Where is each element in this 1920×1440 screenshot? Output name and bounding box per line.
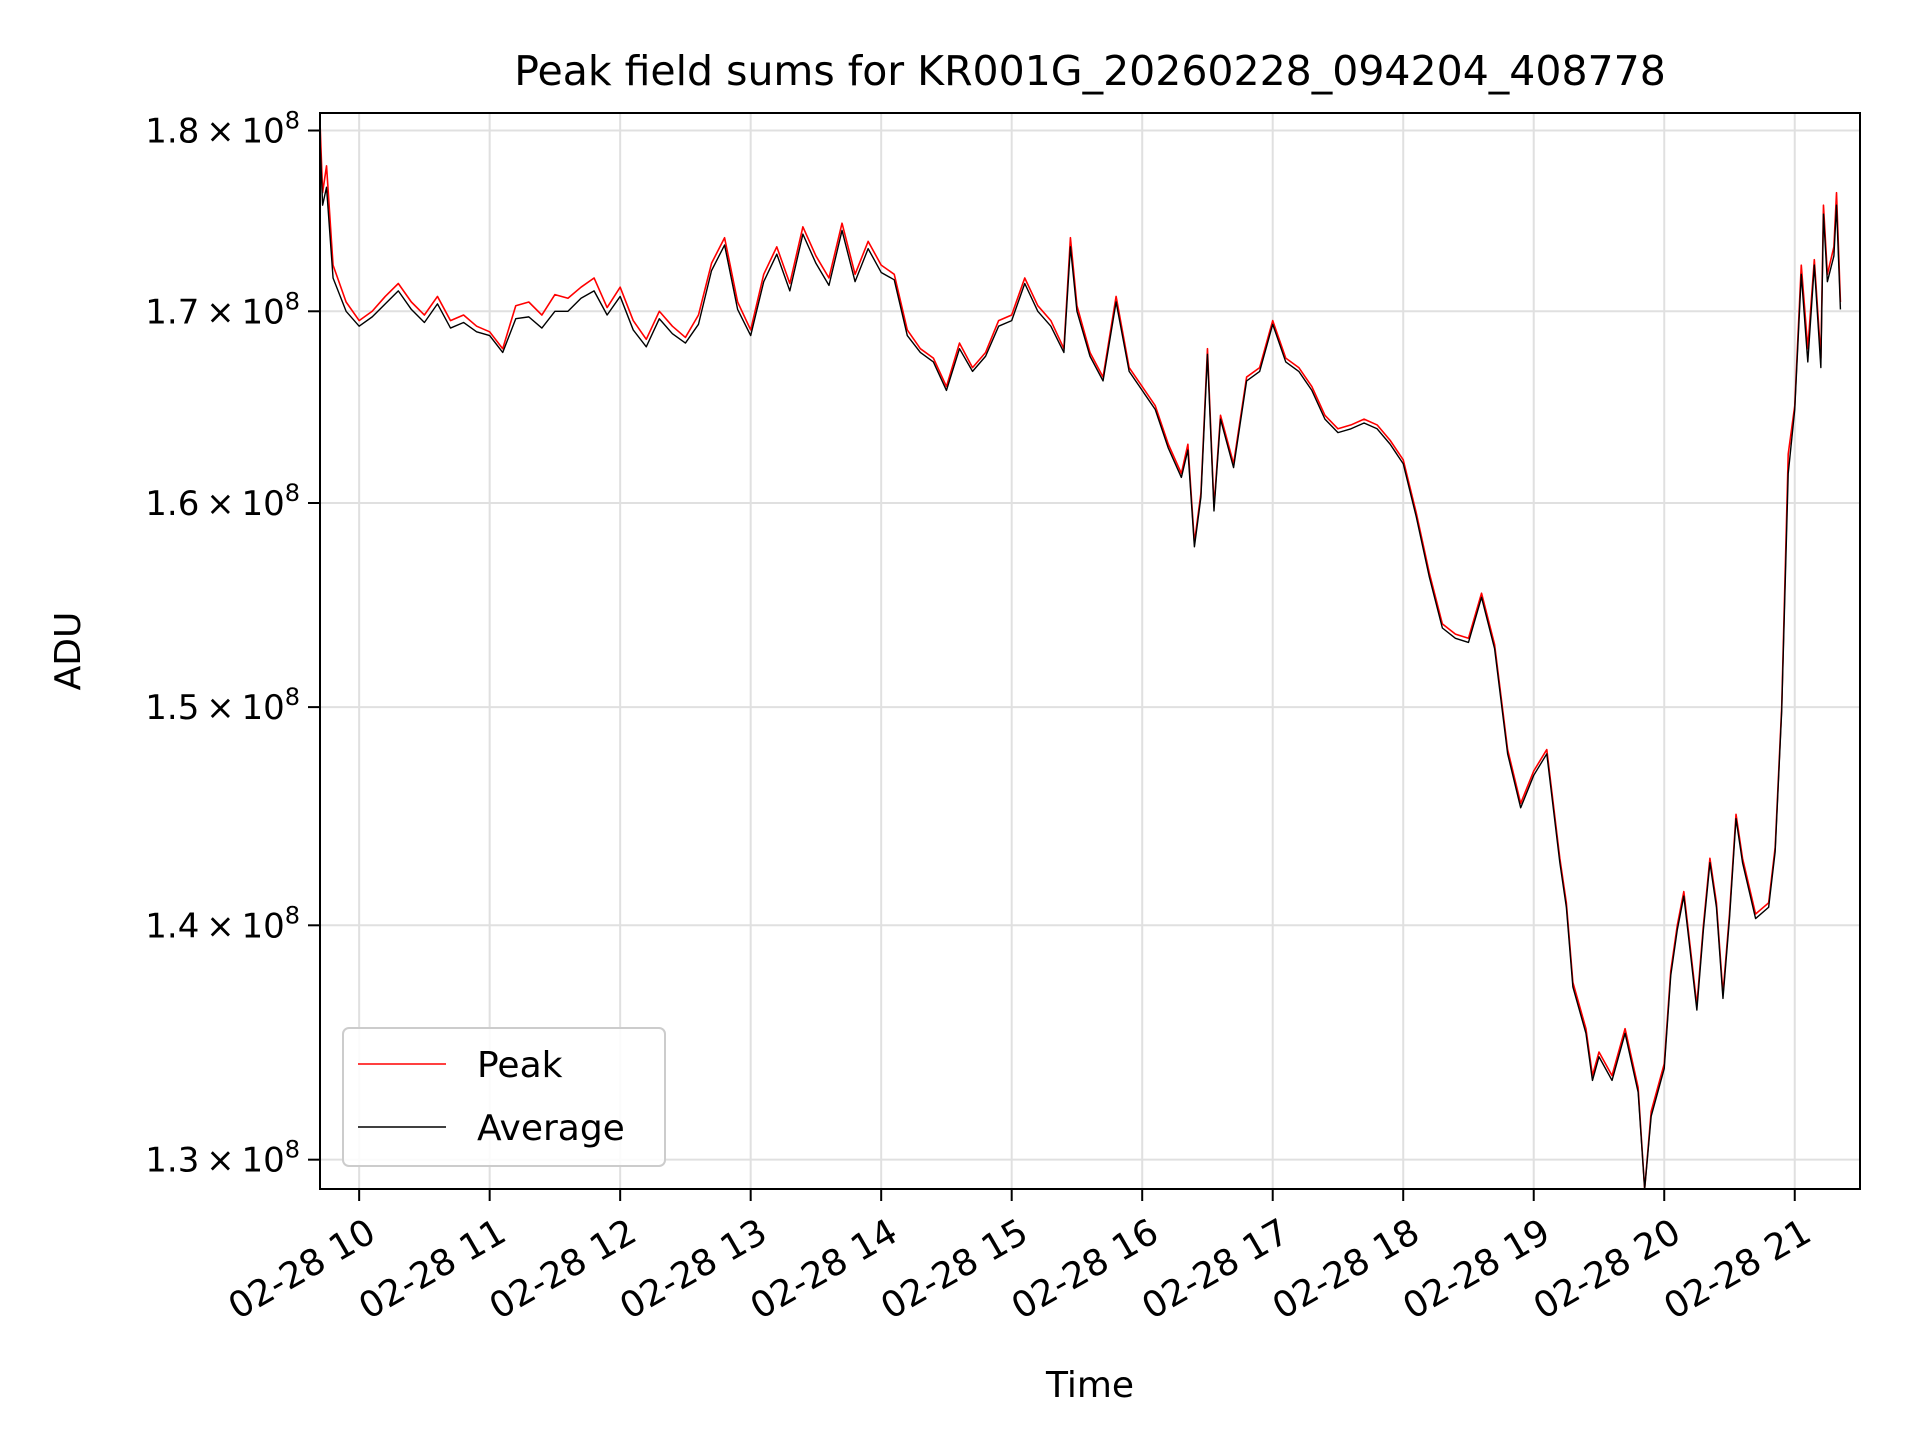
legend-average-label: Average [477,1108,625,1149]
y-tick-exponent: 8 [285,901,300,929]
y-tick-base: 10 [241,484,284,524]
y-tick-label: 1.7 × 108 [145,287,300,332]
y-tick-mantissa: 1.4 [145,906,206,946]
plot-frame [319,112,1861,1190]
y-tick-base: 10 [241,112,284,152]
y-tick-exponent: 8 [285,1136,300,1164]
y-tick-label: 1.4 × 108 [145,901,300,946]
y-tick-mantissa: 1.7 [145,292,206,332]
y-tick-base: 10 [241,1141,284,1181]
y-tick-times: × [206,688,241,728]
y-tick-label: 1.6 × 108 [145,479,300,524]
legend: Peak Average [342,1027,666,1167]
grid [320,113,1860,1189]
y-tick-mantissa: 1.3 [145,1141,206,1181]
y-tick-label: 1.5 × 108 [145,683,300,728]
y-tick-times: × [206,484,241,524]
y-tick-times: × [206,292,241,332]
y-tick-times: × [206,1141,241,1181]
series-layer [320,121,1842,1189]
y-tick-label: 1.8 × 108 [145,107,300,152]
y-axis-label: ADU [48,612,89,691]
chart-title: Peak field sums for KR001G_20260228_0942… [514,47,1666,95]
y-tick-mantissa: 1.6 [145,484,206,524]
series-line-average [320,139,1842,1189]
y-tick-exponent: 8 [285,479,300,507]
y-tick-exponent: 8 [285,107,300,135]
x-axis-label: Time [1045,1365,1134,1406]
y-tick-exponent: 8 [285,287,300,315]
y-tick-mantissa: 1.5 [145,688,206,728]
legend-box [342,1027,666,1167]
y-tick-label: 1.3 × 108 [145,1136,300,1181]
y-tick-times: × [206,906,241,946]
y-tick-mantissa: 1.8 [145,112,206,152]
y-tick-base: 10 [241,906,284,946]
y-tick-times: × [206,112,241,152]
y-tick-base: 10 [241,688,284,728]
y-tick-exponent: 8 [285,683,300,711]
y-tick-base: 10 [241,292,284,332]
legend-peak-label: Peak [477,1045,563,1086]
